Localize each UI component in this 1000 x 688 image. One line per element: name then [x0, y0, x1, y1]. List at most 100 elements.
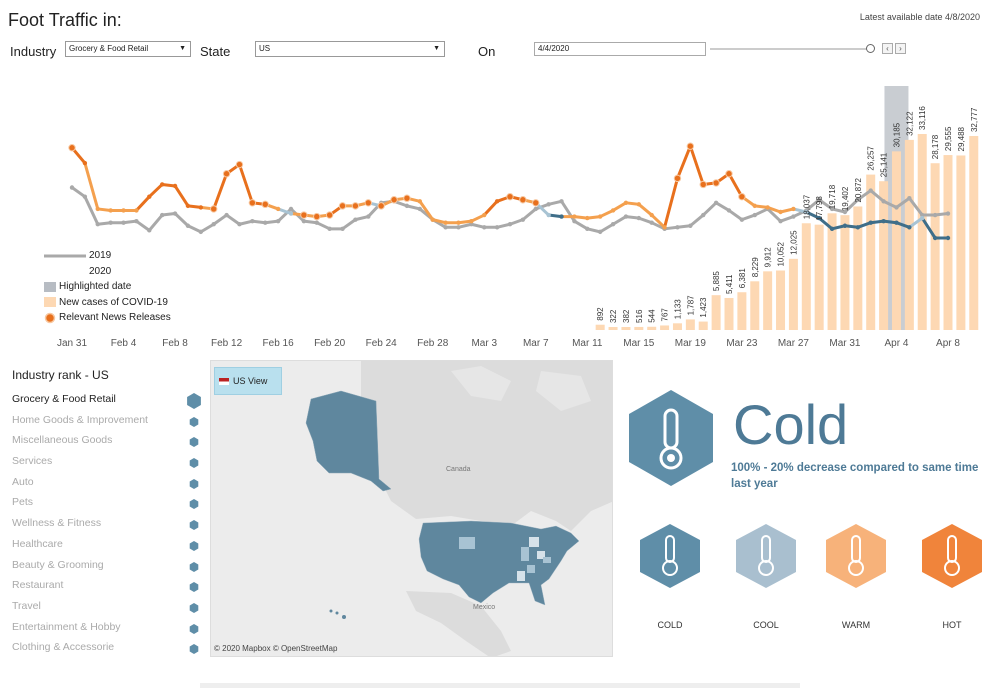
point-2019	[868, 188, 873, 193]
industry-rank-label: Home Goods & Improvement	[12, 413, 148, 426]
hexagon-icon	[189, 644, 199, 655]
line-2020-segment	[431, 218, 448, 225]
news-release-point	[351, 202, 360, 210]
covid-bar-label: 322	[609, 309, 618, 323]
point-2019	[134, 218, 139, 224]
x-tick-label: Mar 31	[829, 338, 861, 349]
point-2019	[855, 197, 861, 202]
map-attribution[interactable]: © 2020 Mapbox © OpenStreetMap	[214, 644, 338, 653]
point-2019	[198, 229, 204, 235]
industry-rank-item[interactable]: Miscellaneous Goods	[12, 433, 207, 454]
next-date-button[interactable]: ›	[895, 43, 906, 54]
point-2020	[108, 208, 113, 213]
point-2019	[894, 205, 899, 210]
covid-bar	[750, 281, 760, 330]
date-input[interactable]: 4/4/2020	[534, 42, 706, 56]
point-2019	[95, 222, 100, 227]
covid-bar-label: 1,133	[673, 299, 682, 320]
point-2020	[778, 209, 783, 215]
covid-bar-label: 19,402	[841, 186, 850, 211]
covid-bar	[917, 134, 927, 330]
line-2020-segment	[856, 221, 873, 229]
news-release-point	[338, 202, 347, 210]
news-release-point	[261, 200, 269, 209]
point-2019	[301, 218, 307, 224]
industry-rank-item[interactable]: Beauty & Grooming	[12, 558, 207, 579]
point-2020	[752, 203, 757, 209]
covid-bar	[672, 323, 682, 330]
state-label: State	[200, 44, 231, 59]
point-2020	[649, 212, 654, 218]
industry-rank-item[interactable]: Restaurant	[12, 578, 207, 599]
point-2019	[469, 222, 474, 227]
point-2019	[816, 197, 822, 202]
news-release-point	[364, 199, 372, 207]
date-slider-handle[interactable]	[866, 44, 875, 53]
industry-rank-item[interactable]: Auto	[12, 475, 207, 496]
point-2020	[288, 211, 294, 216]
legend-label-2019: 2019	[89, 250, 112, 262]
previous-date-button[interactable]: ‹	[882, 43, 893, 54]
line-2020-segment	[83, 161, 100, 211]
warm-level-icon	[826, 524, 886, 588]
covid-bar-label: 8,229	[751, 257, 760, 278]
point-2020	[585, 215, 590, 221]
us-view-button[interactable]: US View	[214, 367, 282, 395]
industry-rank-item[interactable]: Home Goods & Improvement	[12, 413, 207, 434]
industry-rank-label: Miscellaneous Goods	[12, 434, 113, 447]
x-tick-label: Feb 4	[111, 338, 137, 349]
industry-rank-item[interactable]: Entertainment & Hobby	[12, 620, 207, 641]
industry-rank-item[interactable]: Healthcare	[12, 537, 207, 558]
industry-rank-item[interactable]: Pets	[12, 495, 207, 516]
x-tick-label: Apr 4	[885, 338, 909, 349]
point-2020	[791, 206, 796, 212]
covid-bar	[621, 327, 631, 330]
point-2019	[82, 194, 88, 199]
hexagon-icon	[189, 582, 199, 593]
point-2020	[275, 206, 281, 212]
industry-rank-item[interactable]: Travel	[12, 599, 207, 620]
point-2020	[868, 220, 873, 225]
line-2020-segment	[830, 224, 847, 231]
cold-level-icon	[640, 524, 700, 588]
covid-bar-label: 516	[635, 309, 644, 323]
map-label-mexico: Mexico	[473, 604, 496, 611]
industry-rank-item[interactable]: Clothing & Accessorie	[12, 640, 207, 661]
point-2019	[520, 217, 526, 222]
covid-bar-label: 33,116	[918, 106, 927, 130]
point-2019	[340, 226, 345, 232]
point-2019	[907, 196, 912, 201]
point-2019	[185, 223, 191, 228]
line-2020-segment	[212, 172, 229, 211]
industry-select[interactable]: Grocery & Food Retail ▼	[65, 41, 191, 57]
covid-bar-label: 18,037	[802, 194, 811, 219]
covid-bar-label: 29,555	[944, 126, 953, 151]
covid-bar	[788, 258, 798, 330]
covid-bar	[724, 297, 734, 330]
point-2019	[211, 222, 216, 227]
point-2019	[456, 225, 461, 230]
industry-rank-item[interactable]: Services	[12, 454, 207, 475]
industry-rank-item[interactable]: Grocery & Food Retail	[12, 392, 207, 413]
chevron-down-icon: ▼	[433, 45, 440, 52]
x-tick-label: Mar 27	[778, 338, 810, 349]
industry-rank-label: Grocery & Food Retail	[12, 393, 116, 405]
covid-bar-label: 29,488	[957, 126, 966, 151]
us-map[interactable]: US View Canada Mexico © 2020 Mapbox © Op…	[210, 360, 613, 657]
legend-label-highlighted: Highlighted date	[59, 281, 132, 293]
state-select[interactable]: US ▼	[255, 41, 445, 57]
line-2020-segment	[663, 176, 679, 229]
point-2020	[662, 225, 667, 230]
point-2019	[713, 200, 719, 206]
line-2020-segment	[817, 216, 834, 231]
covid-bar	[930, 163, 940, 330]
point-2020	[469, 218, 474, 224]
date-slider-track[interactable]	[710, 48, 870, 50]
industry-rank-label: Restaurant	[12, 579, 64, 592]
industry-rank-item[interactable]: Wellness & Fitness	[12, 516, 207, 537]
x-tick-label: Feb 28	[417, 338, 449, 349]
covid-bar-label: 10,052	[777, 241, 786, 266]
industry-rank-label: Wellness & Fitness	[12, 517, 102, 530]
point-2020	[623, 200, 629, 206]
line-2020-segment	[894, 221, 911, 229]
